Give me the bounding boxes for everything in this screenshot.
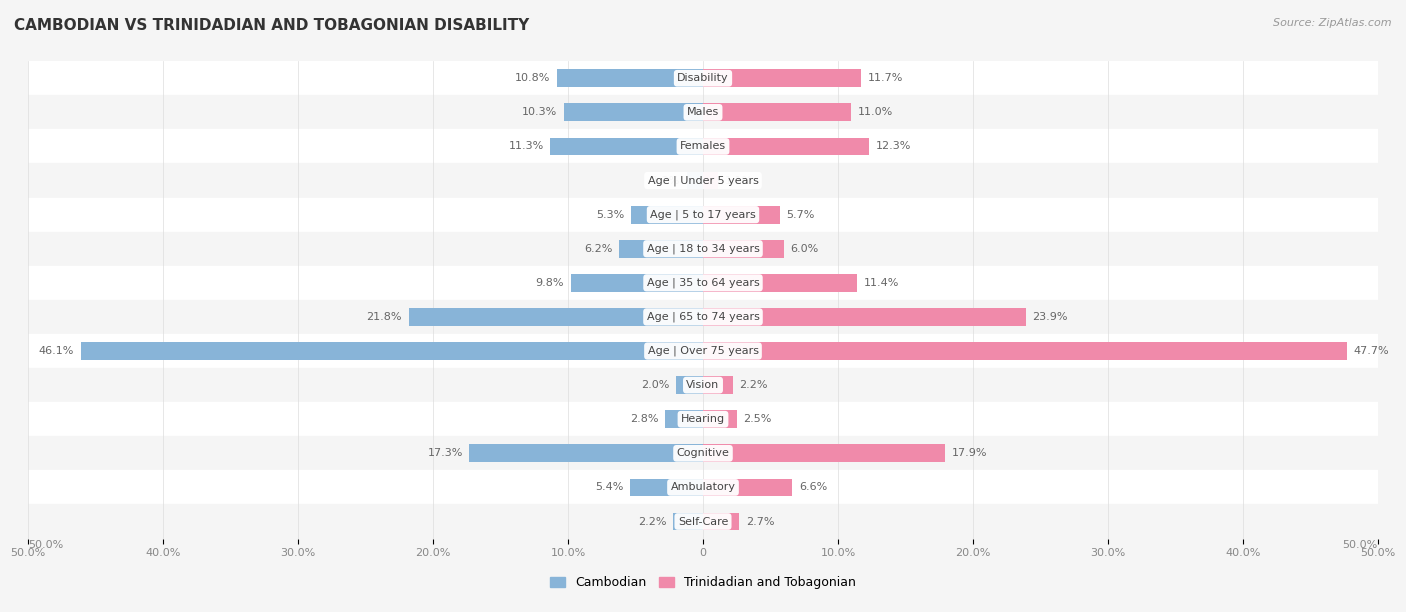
Text: Disability: Disability bbox=[678, 73, 728, 83]
Text: 50.0%: 50.0% bbox=[1343, 540, 1378, 550]
Legend: Cambodian, Trinidadian and Tobagonian: Cambodian, Trinidadian and Tobagonian bbox=[546, 572, 860, 594]
Bar bbox=[619, 240, 703, 258]
Text: 1.1%: 1.1% bbox=[724, 176, 752, 185]
Text: Age | 35 to 64 years: Age | 35 to 64 years bbox=[647, 278, 759, 288]
Bar bbox=[665, 411, 703, 428]
Text: 2.2%: 2.2% bbox=[740, 380, 768, 390]
Bar bbox=[673, 513, 703, 531]
Text: Age | 18 to 34 years: Age | 18 to 34 years bbox=[647, 244, 759, 254]
Text: 17.3%: 17.3% bbox=[427, 449, 463, 458]
Bar bbox=[703, 138, 869, 155]
Bar bbox=[28, 266, 1378, 300]
Bar bbox=[28, 368, 1378, 402]
Bar bbox=[28, 504, 1378, 539]
Text: Ambulatory: Ambulatory bbox=[671, 482, 735, 493]
Bar bbox=[703, 69, 860, 87]
Text: 2.8%: 2.8% bbox=[630, 414, 658, 424]
Text: Age | 65 to 74 years: Age | 65 to 74 years bbox=[647, 312, 759, 322]
Bar bbox=[28, 436, 1378, 471]
Text: Hearing: Hearing bbox=[681, 414, 725, 424]
Bar bbox=[703, 206, 780, 223]
Bar bbox=[703, 103, 852, 121]
Text: 2.2%: 2.2% bbox=[638, 517, 666, 526]
Text: 23.9%: 23.9% bbox=[1032, 312, 1067, 322]
Bar bbox=[703, 444, 945, 462]
Bar bbox=[28, 163, 1378, 198]
Bar bbox=[28, 232, 1378, 266]
Bar bbox=[409, 308, 703, 326]
Text: Age | 5 to 17 years: Age | 5 to 17 years bbox=[650, 209, 756, 220]
Bar bbox=[703, 513, 740, 531]
Bar bbox=[80, 342, 703, 360]
Text: 2.5%: 2.5% bbox=[744, 414, 772, 424]
Text: Self-Care: Self-Care bbox=[678, 517, 728, 526]
Bar bbox=[703, 411, 737, 428]
Bar bbox=[703, 308, 1025, 326]
Text: 10.3%: 10.3% bbox=[522, 107, 557, 118]
Text: Age | Over 75 years: Age | Over 75 years bbox=[648, 346, 758, 356]
Text: 5.4%: 5.4% bbox=[595, 482, 623, 493]
Bar bbox=[686, 172, 703, 189]
Text: 2.0%: 2.0% bbox=[641, 380, 669, 390]
Bar bbox=[470, 444, 703, 462]
Bar bbox=[28, 61, 1378, 95]
Bar bbox=[28, 95, 1378, 129]
Text: 47.7%: 47.7% bbox=[1354, 346, 1389, 356]
Text: CAMBODIAN VS TRINIDADIAN AND TOBAGONIAN DISABILITY: CAMBODIAN VS TRINIDADIAN AND TOBAGONIAN … bbox=[14, 18, 529, 34]
Text: 6.6%: 6.6% bbox=[799, 482, 827, 493]
Text: 11.4%: 11.4% bbox=[863, 278, 898, 288]
Bar bbox=[703, 479, 792, 496]
Bar bbox=[703, 172, 718, 189]
Text: 9.8%: 9.8% bbox=[536, 278, 564, 288]
Bar bbox=[28, 471, 1378, 504]
Text: 46.1%: 46.1% bbox=[38, 346, 75, 356]
Text: 11.7%: 11.7% bbox=[868, 73, 903, 83]
Text: 5.3%: 5.3% bbox=[596, 210, 624, 220]
Text: 11.3%: 11.3% bbox=[509, 141, 544, 151]
Bar bbox=[703, 240, 785, 258]
Bar bbox=[551, 138, 703, 155]
Bar bbox=[703, 376, 733, 394]
Text: 6.0%: 6.0% bbox=[790, 244, 818, 254]
Bar bbox=[676, 376, 703, 394]
Bar bbox=[28, 300, 1378, 334]
Text: 50.0%: 50.0% bbox=[28, 540, 63, 550]
Bar bbox=[28, 334, 1378, 368]
Text: Cognitive: Cognitive bbox=[676, 449, 730, 458]
Text: 6.2%: 6.2% bbox=[583, 244, 613, 254]
Text: 11.0%: 11.0% bbox=[858, 107, 893, 118]
Bar bbox=[28, 129, 1378, 163]
Bar bbox=[28, 198, 1378, 232]
Text: 12.3%: 12.3% bbox=[876, 141, 911, 151]
Text: 17.9%: 17.9% bbox=[952, 449, 987, 458]
Text: 1.2%: 1.2% bbox=[651, 176, 681, 185]
Bar bbox=[571, 274, 703, 292]
Text: Males: Males bbox=[688, 107, 718, 118]
Bar bbox=[703, 342, 1347, 360]
Text: 10.8%: 10.8% bbox=[515, 73, 551, 83]
Bar bbox=[631, 206, 703, 223]
Bar bbox=[630, 479, 703, 496]
Bar bbox=[564, 103, 703, 121]
Text: 5.7%: 5.7% bbox=[787, 210, 815, 220]
Bar bbox=[703, 274, 856, 292]
Bar bbox=[557, 69, 703, 87]
Text: Vision: Vision bbox=[686, 380, 720, 390]
Text: Females: Females bbox=[681, 141, 725, 151]
Text: Age | Under 5 years: Age | Under 5 years bbox=[648, 175, 758, 186]
Text: Source: ZipAtlas.com: Source: ZipAtlas.com bbox=[1274, 18, 1392, 28]
Text: 21.8%: 21.8% bbox=[367, 312, 402, 322]
Bar bbox=[28, 402, 1378, 436]
Text: 2.7%: 2.7% bbox=[747, 517, 775, 526]
